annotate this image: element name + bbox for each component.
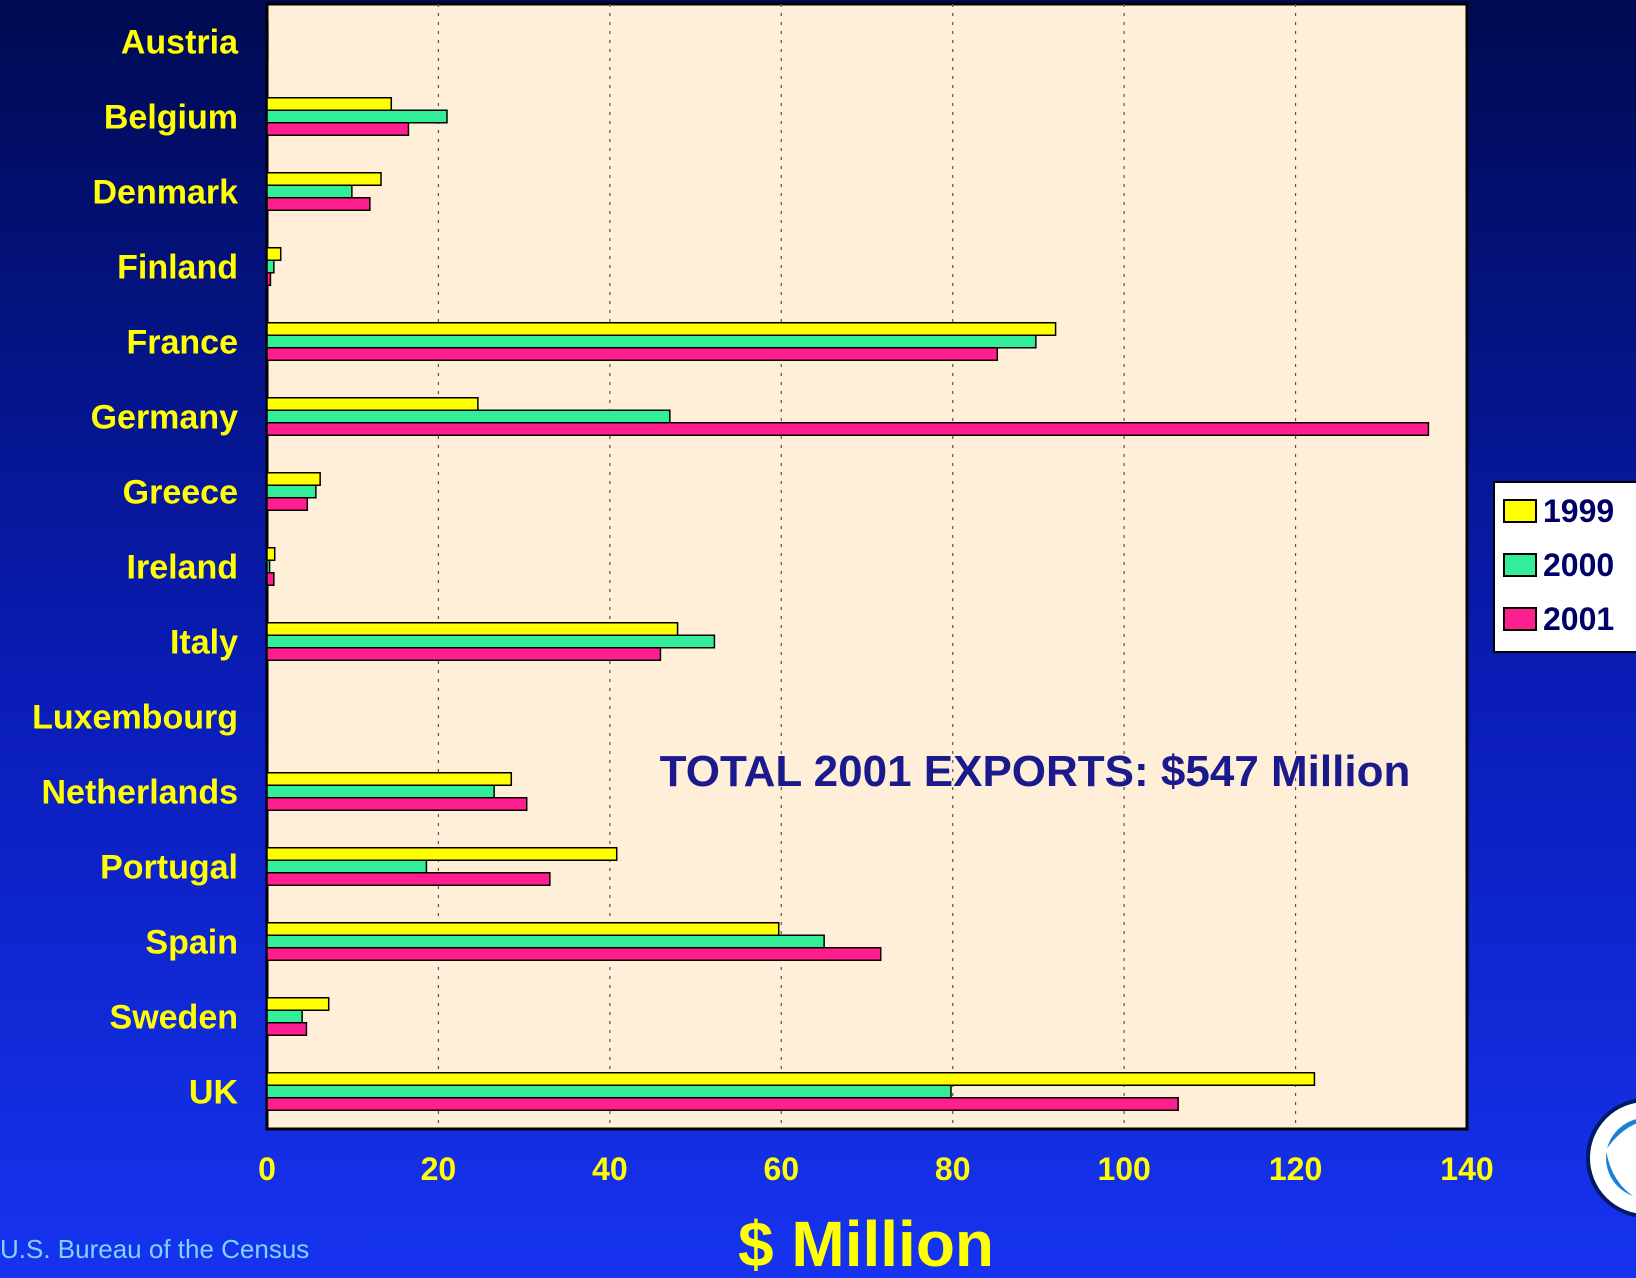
- source-note: U.S. Bureau of the Census: [0, 1234, 309, 1264]
- category-label: Finland: [117, 249, 238, 287]
- noaa-seal-icon: [1586, 1098, 1636, 1218]
- category-label: Spain: [145, 924, 238, 962]
- total-exports-annotation: TOTAL 2001 EXPORTS: $547 Million: [660, 747, 1411, 796]
- bar-2000: [266, 34, 269, 49]
- bar-2001: [266, 872, 551, 886]
- bar-1999: [266, 397, 479, 411]
- category-label: Belgium: [104, 99, 238, 137]
- bar-1999: [266, 922, 780, 936]
- bar-2001: [266, 1097, 1179, 1111]
- legend-swatch-1999: [1503, 499, 1537, 523]
- bar-2001: [266, 572, 275, 586]
- x-tick-label: 80: [935, 1151, 971, 1187]
- bar-1999: [266, 172, 382, 186]
- bar-2000: [266, 109, 448, 124]
- x-tick-label: 120: [1269, 1151, 1322, 1187]
- bar-2001: [266, 422, 1430, 436]
- category-label: Netherlands: [42, 774, 239, 812]
- x-tick-label: 0: [258, 1151, 276, 1187]
- category-label: Sweden: [110, 999, 238, 1037]
- category-labels: Austria Belgium Denmark Finland France German…: [32, 24, 239, 1112]
- bar-2001: [266, 947, 882, 961]
- x-tick-label: 60: [763, 1151, 799, 1187]
- bars: [266, 22, 1430, 1111]
- bar-2000: [266, 559, 271, 574]
- bar-2000: [266, 334, 1037, 349]
- category-label: Denmark: [92, 174, 238, 212]
- legend-label: 2001: [1543, 601, 1614, 637]
- legend-label: 1999: [1543, 493, 1614, 529]
- bar-2001: [266, 722, 269, 736]
- bar-2000: [266, 859, 428, 874]
- legend-label: 2000: [1543, 547, 1614, 583]
- category-label: UK: [189, 1074, 239, 1112]
- category-label: Luxembourg: [32, 699, 238, 737]
- bar-2000: [266, 484, 317, 499]
- category-label: Austria: [121, 24, 239, 62]
- bar-1999: [266, 772, 513, 786]
- bar-1999: [266, 97, 393, 111]
- category-label: France: [127, 324, 239, 362]
- bar-1999: [266, 247, 282, 261]
- bar-2001: [266, 197, 371, 211]
- category-label: Ireland: [127, 549, 238, 587]
- x-tick-labels: 0 20 40 60 80 100 120 140: [258, 1151, 1494, 1187]
- bar-2001: [266, 797, 528, 811]
- bar-2000: [266, 934, 825, 949]
- bar-2000: [266, 634, 716, 649]
- bar-2001: [266, 122, 410, 136]
- bar-1999: [266, 472, 321, 486]
- bar-2001: [266, 47, 269, 61]
- category-label: Greece: [123, 474, 238, 512]
- category-label: Portugal: [100, 849, 238, 887]
- bar-2001: [266, 647, 662, 661]
- legend: 1999 2000 2001: [1493, 481, 1636, 653]
- bar-1999: [266, 547, 276, 561]
- bar-2001: [266, 497, 309, 511]
- bar-2000: [266, 259, 275, 274]
- bar-2001: [266, 347, 999, 361]
- x-tick-label: 140: [1440, 1151, 1493, 1187]
- bar-2000: [266, 184, 353, 199]
- bar-2000: [266, 784, 495, 799]
- bar-2000: [266, 709, 269, 724]
- x-tick-label: 100: [1097, 1151, 1150, 1187]
- bar-1999: [266, 322, 1057, 336]
- bar-1999: [266, 847, 618, 861]
- bar-1999: [266, 1072, 1316, 1086]
- bar-2000: [266, 1009, 303, 1024]
- category-label: Italy: [170, 624, 238, 662]
- bar-1999: [266, 622, 679, 636]
- bar-2000: [266, 409, 671, 424]
- legend-swatch-2000: [1503, 553, 1537, 577]
- x-tick-label: 40: [592, 1151, 628, 1187]
- bar-1999: [266, 997, 330, 1011]
- bar-2001: [266, 272, 272, 286]
- x-tick-label: 20: [421, 1151, 457, 1187]
- category-label: Germany: [91, 399, 238, 437]
- legend-swatch-2001: [1503, 607, 1537, 631]
- bar-1999: [266, 22, 269, 36]
- bar-2000: [266, 1084, 952, 1099]
- x-axis-title: $ Million: [738, 1208, 994, 1278]
- bar-1999: [266, 697, 269, 711]
- bar-2001: [266, 1022, 308, 1036]
